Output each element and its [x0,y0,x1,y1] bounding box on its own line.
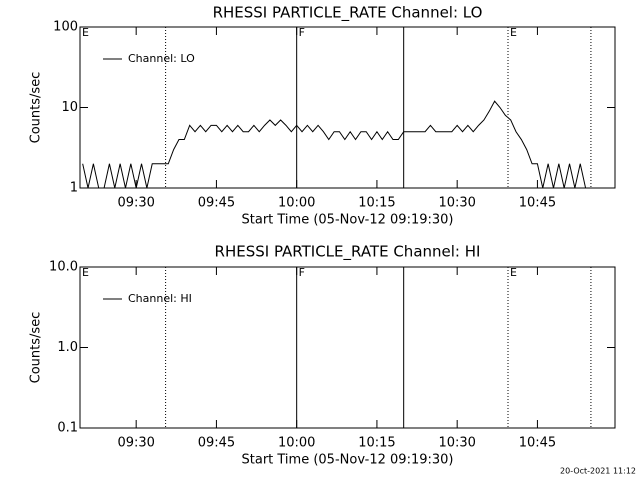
x-tick-label: 10:30 [438,436,475,451]
x-tick-label: 10:00 [278,196,315,211]
x-tick-label: 09:30 [117,196,154,211]
x-tick-label: 10:15 [358,196,395,211]
y-tick-label: 100 [53,20,78,35]
y-tick-label: 1.0 [57,340,78,355]
y-tick-label: 1 [70,181,78,196]
x-tick-label: 10:00 [278,436,315,451]
event-label: F [299,26,305,39]
x-axis-label: Start Time (05-Nov-12 09:19:30) [242,453,454,468]
x-tick-label: 10:15 [358,436,395,451]
event-label: F [299,266,305,279]
x-axis-label: Start Time (05-Nov-12 09:19:30) [242,213,454,228]
event-label: E [82,266,89,279]
x-tick-label: 09:30 [117,436,154,451]
chart-title: RHESSI PARTICLE_RATE Channel: HI [215,243,481,262]
x-tick-label: 10:30 [438,196,475,211]
x-tick-label: 09:45 [198,196,235,211]
event-label: E [82,26,89,39]
data-line [82,100,587,189]
x-tick-label: 10:45 [519,436,556,451]
y-tick-label: 0.1 [57,421,78,436]
footer-timestamp: 20-Oct-2021 11:12 [560,467,636,476]
x-tick-label: 10:45 [519,196,556,211]
legend-label: Channel: HI [128,292,192,305]
x-tick-label: 09:45 [198,436,235,451]
event-label: E [510,26,517,39]
legend-label: Channel: LO [128,52,195,65]
y-tick-label: 10.0 [49,260,78,275]
y-axis-label: Counts/sec [29,312,44,384]
chart-title: RHESSI PARTICLE_RATE Channel: LO [213,4,483,23]
event-label: E [510,266,517,279]
y-axis-label: Counts/sec [29,72,44,144]
y-tick-label: 10 [61,100,78,115]
